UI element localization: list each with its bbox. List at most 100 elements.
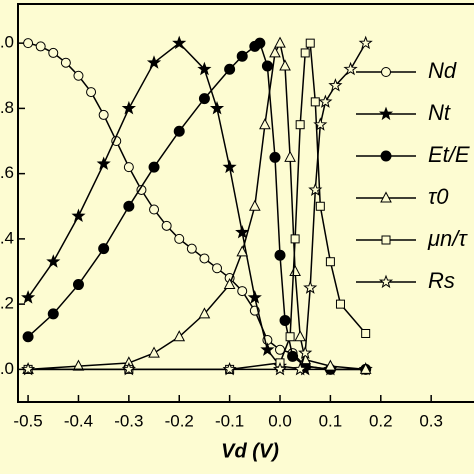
marker xyxy=(71,208,86,223)
marker xyxy=(222,159,237,174)
marker xyxy=(198,307,211,319)
marker xyxy=(224,63,236,75)
marker xyxy=(308,182,323,196)
x-tick-label: -0.4 xyxy=(64,411,93,430)
y-tick-label: 0.6 xyxy=(0,163,14,182)
x-tick-label: 0.3 xyxy=(419,411,443,430)
marker xyxy=(260,342,275,356)
marker xyxy=(98,243,110,255)
legend-marker xyxy=(380,191,392,203)
marker xyxy=(21,362,36,376)
marker xyxy=(293,361,308,376)
x-tick-label: 0.2 xyxy=(369,411,393,430)
marker xyxy=(274,36,286,48)
legend-label: μn/τ xyxy=(427,226,468,251)
legend-marker xyxy=(381,67,391,77)
marker xyxy=(254,37,266,49)
marker xyxy=(121,100,136,115)
legend-label: Et/E xyxy=(428,142,470,167)
marker xyxy=(248,199,261,211)
x-tick-label: -0.3 xyxy=(114,411,143,430)
marker xyxy=(173,330,186,342)
marker xyxy=(148,346,160,358)
marker xyxy=(358,35,373,50)
marker xyxy=(274,249,286,261)
marker xyxy=(303,280,318,294)
marker xyxy=(173,125,185,137)
marker xyxy=(285,332,295,342)
marker xyxy=(289,264,301,277)
plot-frame xyxy=(17,3,474,403)
marker xyxy=(236,50,248,62)
marker xyxy=(269,151,281,163)
marker xyxy=(359,362,372,374)
marker xyxy=(287,350,299,362)
y-tick-label: 1.0 xyxy=(0,33,14,52)
marker xyxy=(86,87,97,98)
marker xyxy=(284,150,296,162)
y-tick-label: 0.4 xyxy=(0,228,14,247)
marker xyxy=(46,254,61,268)
y-tick-label: 0.2 xyxy=(0,294,14,313)
x-tick-label: 0.1 xyxy=(319,411,343,430)
marker xyxy=(212,263,223,274)
marker xyxy=(209,100,225,115)
marker xyxy=(174,233,185,244)
x-tick-label: -0.2 xyxy=(165,411,194,430)
marker xyxy=(343,61,358,76)
marker xyxy=(313,117,328,131)
marker xyxy=(23,38,34,49)
x-tick-label: 0.0 xyxy=(268,411,292,430)
marker xyxy=(328,78,343,92)
marker xyxy=(279,59,291,71)
marker xyxy=(223,277,236,290)
x-axis-label: Vd (V) xyxy=(221,440,279,462)
marker xyxy=(73,70,84,81)
marker xyxy=(247,290,262,304)
marker xyxy=(197,61,212,76)
legend-marker xyxy=(378,274,394,289)
marker xyxy=(123,162,134,173)
marker xyxy=(47,308,59,320)
marker xyxy=(310,97,320,107)
marker xyxy=(318,94,333,108)
marker xyxy=(305,38,315,48)
marker xyxy=(237,286,248,297)
marker xyxy=(146,55,162,69)
marker xyxy=(259,118,271,130)
marker xyxy=(294,330,306,342)
marker xyxy=(161,220,172,231)
marker xyxy=(290,234,300,244)
marker xyxy=(72,279,84,291)
marker xyxy=(272,362,288,376)
marker xyxy=(48,47,59,58)
marker xyxy=(269,46,281,58)
marker xyxy=(98,109,109,120)
marker xyxy=(222,362,237,376)
marker xyxy=(35,41,46,52)
marker xyxy=(279,314,291,326)
marker xyxy=(315,201,325,211)
marker xyxy=(186,243,197,254)
marker xyxy=(261,60,273,72)
marker xyxy=(172,35,187,50)
marker xyxy=(60,57,71,68)
marker xyxy=(361,328,371,338)
marker xyxy=(300,48,310,58)
legend-label: Nd xyxy=(428,58,457,83)
marker xyxy=(325,257,335,267)
y-tick-label: 0.8 xyxy=(0,98,14,117)
y-tick-label: 0.0 xyxy=(0,359,14,378)
series-line xyxy=(28,40,367,371)
marker xyxy=(148,161,160,173)
legend-marker xyxy=(380,150,392,162)
marker xyxy=(121,361,136,376)
legend-label: τ0 xyxy=(428,184,449,209)
series-line xyxy=(27,41,366,371)
marker xyxy=(21,290,36,304)
marker xyxy=(335,299,345,309)
marker xyxy=(236,245,249,257)
legend-label: Rs xyxy=(428,268,455,293)
